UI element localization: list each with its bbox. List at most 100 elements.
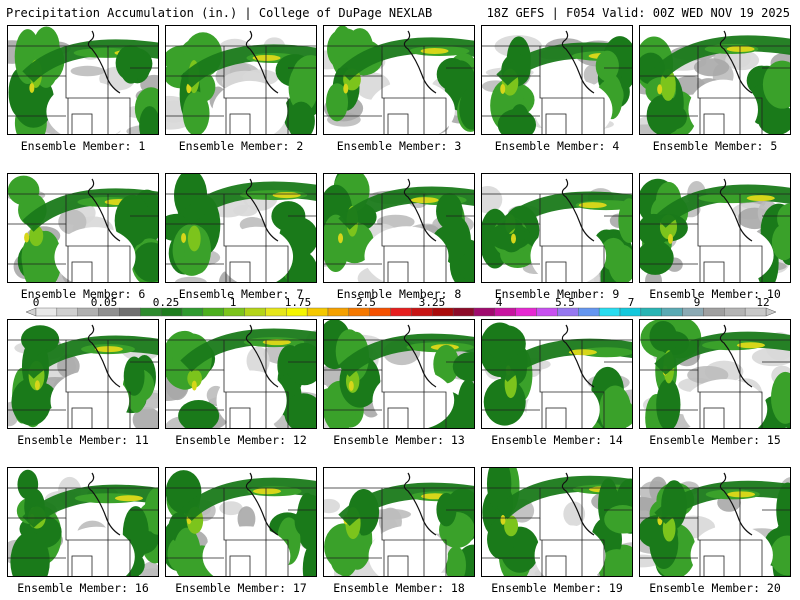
ensemble-member-label: Ensemble Member: 1 — [20, 139, 146, 153]
precipitation-map — [324, 26, 474, 134]
color-scale-segment — [557, 307, 579, 317]
color-scale-segment — [598, 307, 621, 317]
ensemble-member-map — [639, 25, 791, 135]
color-scale-bar — [25, 307, 777, 317]
precipitation-map — [8, 469, 158, 576]
color-scale-segment — [35, 307, 58, 317]
color-scale-segment — [77, 307, 99, 317]
color-scale-segment — [432, 307, 454, 317]
color-scale-segment — [390, 307, 412, 317]
ensemble-member-map — [7, 25, 159, 135]
color-scale-segment — [306, 307, 329, 317]
ensemble-member-map — [639, 467, 791, 577]
precipitation-map — [166, 324, 316, 428]
precipitation-map — [640, 178, 790, 282]
ensemble-member-label: Ensemble Member: 2 — [178, 139, 304, 153]
color-scale-tick-label: 2.5 — [356, 296, 376, 309]
precipitation-map — [482, 322, 632, 428]
ensemble-member-map — [165, 25, 317, 135]
ensemble-member-label: Ensemble Member: 19 — [491, 581, 623, 595]
ensemble-member-map — [7, 319, 159, 429]
ensemble-member-label: Ensemble Member: 8 — [336, 287, 462, 301]
ensemble-member-map — [323, 319, 475, 429]
ensemble-member-label: Ensemble Member: 10 — [649, 287, 781, 301]
header-title: Precipitation Accumulation (in.) | Colle… — [6, 6, 433, 20]
ensemble-member-map — [323, 467, 475, 577]
precipitation-map — [482, 30, 632, 134]
color-scale-segment — [160, 307, 183, 317]
color-scale-segment — [661, 307, 683, 317]
ensemble-member-map — [323, 25, 475, 135]
ensemble-member-label: Ensemble Member: 4 — [494, 139, 620, 153]
ensemble-member-label: Ensemble Member: 18 — [333, 581, 465, 595]
color-scale-segment — [578, 307, 600, 317]
ensemble-member-label: Ensemble Member: 3 — [336, 139, 462, 153]
precipitation-map — [166, 174, 316, 282]
color-scale-segment — [202, 307, 224, 317]
color-scale-segment — [223, 307, 245, 317]
color-scale-segment — [411, 307, 433, 317]
ensemble-member-map — [165, 467, 317, 577]
ensemble-member-label: Ensemble Member: 12 — [175, 433, 307, 447]
ensemble-member-label: Ensemble Member: 5 — [652, 139, 778, 153]
precipitation-map — [640, 320, 790, 428]
precipitation-map — [640, 30, 790, 134]
color-scale-segment — [473, 307, 496, 317]
ensemble-member-label: Ensemble Member: 16 — [17, 581, 149, 595]
precipitation-map — [8, 26, 158, 134]
color-scale-tick-label: 5.5 — [555, 296, 575, 309]
color-scale-tick-label: 0.05 — [90, 296, 118, 309]
ensemble-member-map — [481, 467, 633, 577]
ensemble-member-label: Ensemble Member: 7 — [178, 287, 304, 301]
color-scale-segment — [119, 307, 141, 317]
ensemble-member-map — [481, 319, 633, 429]
color-scale-segment — [181, 307, 204, 317]
color-scale-segment — [452, 307, 475, 317]
ensemble-member-label: Ensemble Member: 6 — [20, 287, 146, 301]
ensemble-member-map — [7, 173, 159, 283]
precipitation-map — [324, 174, 474, 282]
ensemble-member-map — [481, 25, 633, 135]
color-scale-segment — [327, 307, 350, 317]
color-scale-tick-label: 12 — [756, 296, 770, 309]
color-scale-tick-label: 1.75 — [284, 296, 312, 309]
color-scale-segment — [265, 307, 287, 317]
color-scale-segment — [494, 307, 516, 317]
color-scale-segment — [98, 307, 120, 317]
ensemble-member-label: Ensemble Member: 14 — [491, 433, 623, 447]
color-scale-segment — [348, 307, 370, 317]
color-scale-segment — [244, 307, 266, 317]
precipitation-map — [640, 472, 790, 576]
ensemble-member-map — [639, 319, 791, 429]
color-scale-segment — [703, 307, 725, 317]
precipitation-map — [8, 175, 158, 282]
color-scale-tick-label: 4 — [495, 296, 503, 309]
precipitation-map — [166, 470, 316, 576]
header-run-info: 18Z GEFS | F054 Valid: 00Z WED NOV 19 20… — [486, 6, 790, 20]
ensemble-member-map — [323, 173, 475, 283]
ensemble-member-label: Ensemble Member: 9 — [494, 287, 620, 301]
color-scale-segment — [682, 307, 704, 317]
ensemble-member-label: Ensemble Member: 20 — [649, 581, 781, 595]
color-scale-segment — [619, 307, 642, 317]
color-scale-tick-label: 0.25 — [152, 296, 180, 309]
ensemble-member-map — [165, 319, 317, 429]
color-scale-tick-label: 9 — [693, 296, 701, 309]
precipitation-map — [8, 324, 158, 428]
ensemble-member-label: Ensemble Member: 11 — [17, 433, 149, 447]
precipitation-map — [324, 320, 474, 428]
color-scale-segment — [515, 307, 537, 317]
precipitation-map — [324, 472, 474, 576]
precipitation-map — [482, 468, 632, 576]
ensemble-member-label: Ensemble Member: 15 — [649, 433, 781, 447]
color-scale-segment — [536, 307, 558, 317]
color-scale-tick-label: 1 — [229, 296, 237, 309]
color-scale-segment — [140, 307, 162, 317]
ensemble-member-label: Ensemble Member: 13 — [333, 433, 465, 447]
color-scale-tick-label: 7 — [627, 296, 635, 309]
color-scale-segment — [640, 307, 662, 317]
ensemble-member-label: Ensemble Member: 17 — [175, 581, 307, 595]
ensemble-member-map — [639, 173, 791, 283]
color-scale-segment — [286, 307, 308, 317]
precipitation-map — [482, 178, 632, 282]
